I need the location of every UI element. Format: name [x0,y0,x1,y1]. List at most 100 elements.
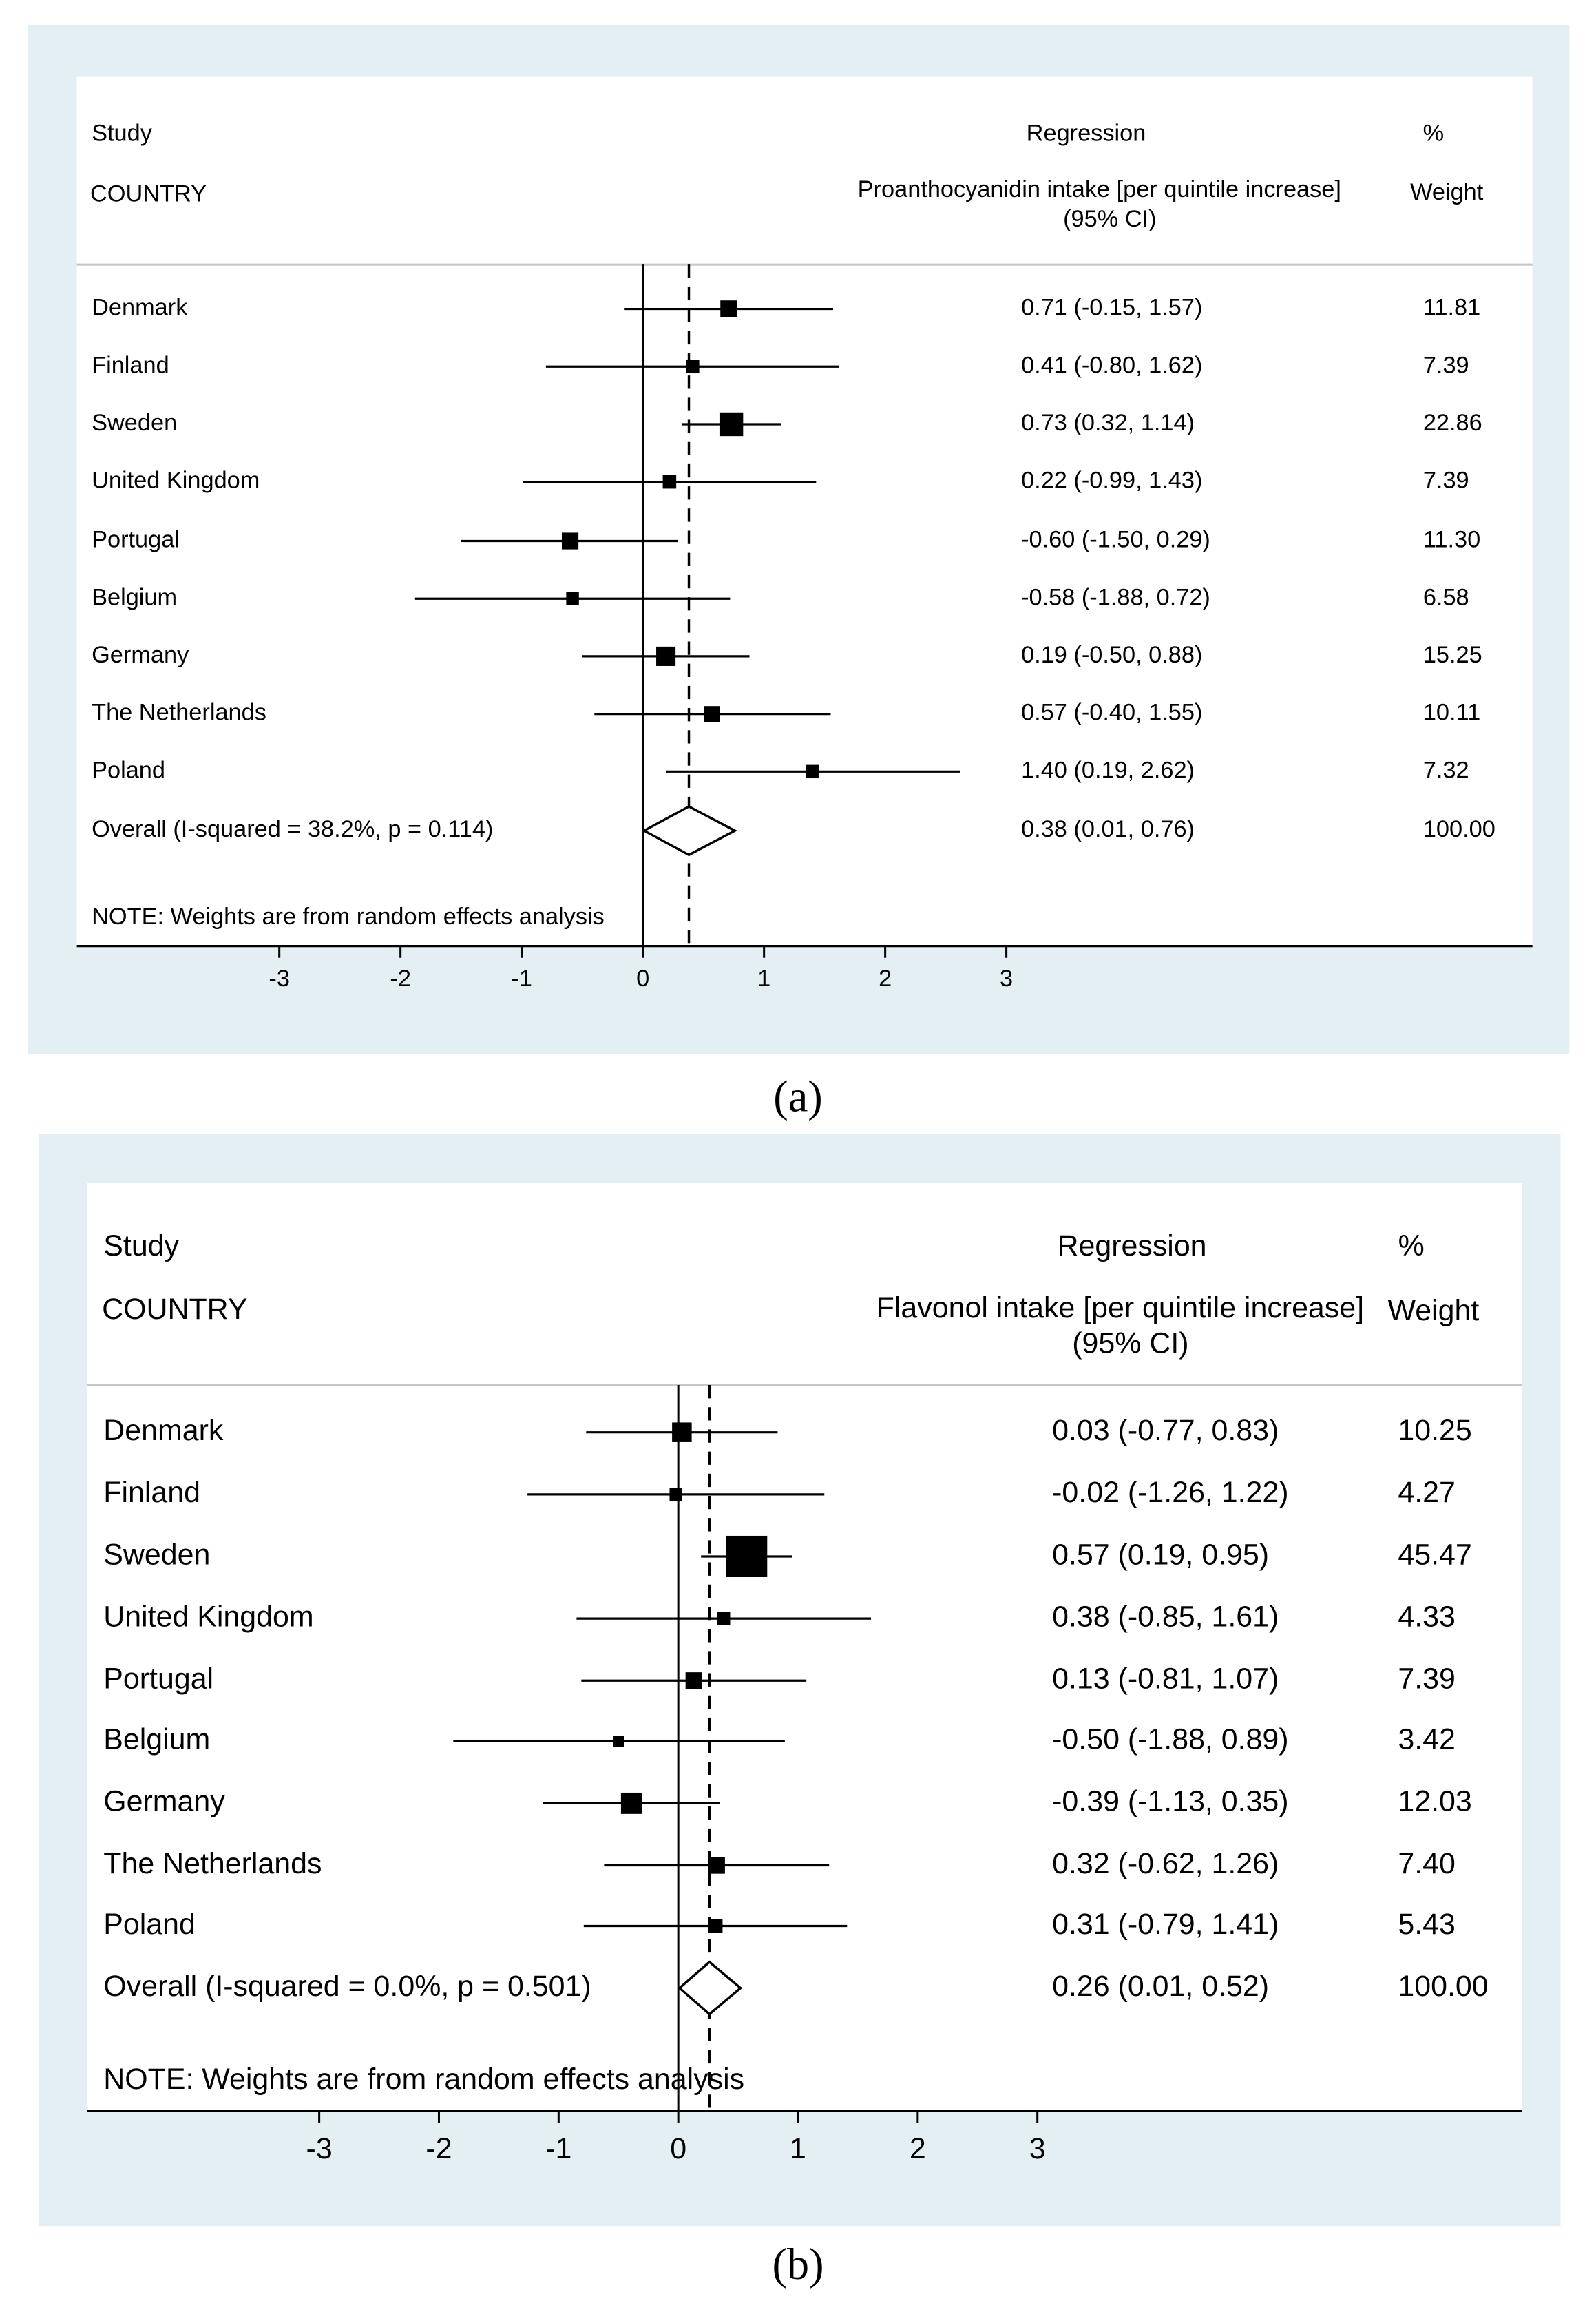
effect-estimate-box [806,764,819,779]
ci-value: -0.60 (-1.50, 0.29) [1021,527,1210,553]
x-tick-label: 2 [879,966,892,992]
ci-value: -0.39 (-1.13, 0.35) [1052,1785,1288,1818]
effect-estimate-box [656,646,676,666]
panel-caption: (a) [773,1072,822,1121]
weight-value: 45.47 [1398,1538,1471,1571]
x-tick-label: -2 [426,2132,452,2165]
overall-row: Overall (I-squared = 38.2%, p = 0.114) 0.… [92,805,1495,857]
study-name: Germany [92,642,189,668]
header-effect-subtitle: Proanthocyanidin intake [per quintile in… [858,176,1341,202]
header-regression: Regression [1027,120,1146,146]
effect-estimate-box [708,1857,725,1874]
study-name: Portugal [92,527,180,553]
effect-estimate-box [672,1422,692,1442]
weight-value: 7.40 [1398,1847,1456,1880]
header-country: COUNTRY [90,180,207,207]
weights-note: NOTE: Weights are from random effects an… [103,2063,744,2096]
study-row: United Kingdom 0.38 (-0.85, 1.61) 4.33 [103,1600,1456,1633]
ci-value: 0.57 (0.19, 0.95) [1052,1538,1269,1571]
effect-estimate-box [612,1736,624,1747]
study-row: Sweden 0.73 (0.32, 1.14) 22.86 [92,410,1482,437]
overall-label: Overall (I-squared = 38.2%, p = 0.114) [92,816,493,842]
study-row: Portugal 0.13 (-0.81, 1.07) 7.39 [103,1663,1456,1696]
effect-estimate-box [566,592,579,605]
study-row: United Kingdom 0.22 (-0.99, 1.43) 7.39 [92,468,1469,494]
weight-value: 15.25 [1423,642,1482,668]
forest-panel-b: Study COUNTRY Regression Flavonol intake [p… [38,1134,1561,2227]
header-weight: Weight [1387,1294,1479,1327]
study-name: United Kingdom [92,468,260,494]
header-country: COUNTRY [102,1293,247,1326]
effect-estimate-box [662,475,677,489]
ci-value: -0.50 (-1.88, 0.89) [1052,1723,1288,1756]
overall-weight: 100.00 [1398,1970,1488,2003]
study-row: Poland 0.31 (-0.79, 1.41) 5.43 [103,1908,1456,1941]
study-name: Belgium [103,1723,210,1756]
header-weight: Weight [1410,179,1484,205]
study-name: Belgium [92,584,177,610]
study-name: Denmark [92,295,188,321]
effect-estimate-box [561,532,579,550]
header-regression: Regression [1058,1229,1207,1262]
effect-estimate-box [708,1919,723,1933]
effect-estimate-box [620,1792,642,1814]
study-name: The Netherlands [103,1847,322,1880]
study-name: Sweden [103,1538,210,1571]
overall-row: Overall (I-squared = 0.0%, p = 0.501) 0.2… [103,1960,1489,2016]
header-effect-subtitle: Flavonol intake [per quintile increase] [876,1291,1364,1324]
weight-value: 11.81 [1423,295,1480,321]
ci-value: 0.57 (-0.40, 1.55) [1021,700,1202,726]
study-row: Finland -0.02 (-1.26, 1.22) 4.27 [103,1476,1456,1509]
study-row: Sweden 0.57 (0.19, 0.95) 45.47 [103,1535,1472,1577]
ci-value: 0.73 (0.32, 1.14) [1021,410,1195,436]
x-tick-label: 1 [757,966,770,992]
ci-value: 0.03 (-0.77, 0.83) [1052,1414,1279,1447]
weight-value: 12.03 [1398,1785,1471,1818]
ci-value: 0.32 (-0.62, 1.26) [1052,1847,1279,1880]
x-tick-label: 0 [636,966,649,992]
overall-label: Overall (I-squared = 0.0%, p = 0.501) [103,1970,591,2003]
header-ci-label: (95% CI) [1072,1326,1188,1360]
study-name: United Kingdom [103,1600,313,1633]
ci-value: 0.19 (-0.50, 0.88) [1021,642,1202,668]
study-name: Finland [92,352,169,378]
study-row: The Netherlands 0.57 (-0.40, 1.55) 10.11 [92,700,1480,726]
ci-value: 0.38 (-0.85, 1.61) [1052,1600,1279,1633]
study-row: Poland 1.40 (0.19, 2.62) 7.32 [92,757,1469,783]
ci-value: 1.40 (0.19, 2.62) [1021,757,1195,783]
weight-value: 11.30 [1423,527,1480,553]
effect-estimate-box [726,1535,768,1577]
header-study: Study [92,120,153,146]
x-tick-label: 3 [1029,2132,1046,2165]
ci-value: 0.22 (-0.99, 1.43) [1021,468,1202,494]
x-tick-label: -1 [511,966,532,992]
x-tick-label: -2 [390,966,411,992]
effect-estimate-box [685,1672,702,1689]
study-row: Portugal -0.60 (-1.50, 0.29) 11.30 [92,527,1480,553]
weight-value: 3.42 [1398,1723,1456,1756]
ci-value: 0.31 (-0.79, 1.41) [1052,1908,1279,1941]
plot-area [76,76,1533,946]
effect-estimate-box [704,706,720,722]
header-percent: % [1423,120,1445,146]
x-tick-label: -1 [545,2132,571,2165]
effect-estimate-box [686,360,700,374]
weights-note: NOTE: Weights are from random effects an… [92,904,605,930]
study-row: Belgium -0.50 (-1.88, 0.89) 3.42 [103,1723,1456,1756]
weight-value: 6.58 [1423,584,1469,610]
study-row: Denmark 0.71 (-0.15, 1.57) 11.81 [92,295,1480,321]
overall-ci-value: 0.26 (0.01, 0.52) [1052,1970,1269,2003]
weight-value: 7.39 [1423,352,1469,378]
header-percent: % [1398,1229,1425,1262]
panel-caption: (b) [772,2240,823,2289]
study-row: Germany 0.19 (-0.50, 0.88) 15.25 [92,642,1482,668]
x-tick-label: 1 [790,2132,806,2165]
ci-value: -0.58 (-1.88, 0.72) [1021,584,1210,610]
x-tick-label: -3 [306,2132,333,2165]
overall-ci-value: 0.38 (0.01, 0.76) [1021,816,1195,842]
x-tick-label: 2 [910,2132,926,2165]
weight-value: 7.39 [1398,1663,1456,1696]
study-row: Germany -0.39 (-1.13, 0.35) 12.03 [103,1785,1471,1818]
study-name: Portugal [103,1663,213,1696]
